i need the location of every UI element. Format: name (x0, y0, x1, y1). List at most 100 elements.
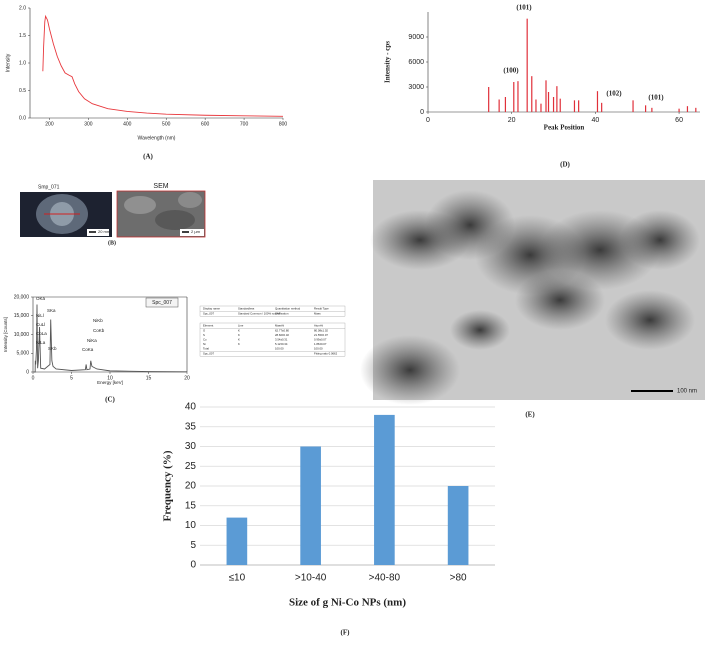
y-tick-label: 35 (185, 421, 197, 432)
x-tick-label: ≤10 (229, 573, 246, 584)
table-cell: Quantitation method (275, 307, 301, 311)
y-tick-label: 0 (26, 369, 29, 375)
tem-particle (605, 290, 695, 350)
eds-table: Display name Standardless Quantitation met… (199, 305, 346, 357)
table-cell: S (203, 333, 205, 337)
table-cell: 80.08±1.02 (314, 328, 328, 332)
panel-label: (F) (341, 629, 351, 637)
x-tick-label: >10-40 (295, 573, 327, 584)
y-tick-label: 25 (185, 461, 197, 472)
scale-label: 100 nm (677, 389, 697, 395)
peak (596, 91, 599, 112)
peak-annotation: (101) (648, 94, 664, 102)
table-cell: 28.60±0.32 (275, 333, 289, 337)
bar (300, 446, 321, 565)
x-tick-label: 800 (279, 121, 288, 127)
x-axis-label: Wavelength (nm) (138, 135, 176, 141)
annotation-box (145, 297, 179, 308)
peak-label: NiKa (87, 338, 97, 343)
table-frame (199, 305, 346, 317)
table-cell: Spc_007 (203, 351, 214, 355)
table-cell: 3.54±0.31 (275, 338, 288, 342)
peak-label: CoLa (36, 331, 47, 336)
panel-label: (B) (108, 239, 116, 246)
x-tick-label: 300 (84, 121, 93, 127)
scale-box (87, 229, 109, 236)
peak (547, 92, 550, 112)
bar (226, 517, 248, 565)
table-cell: Co (203, 338, 207, 342)
x-tick-label: 400 (123, 121, 132, 127)
sem-title: SEM (153, 183, 168, 190)
y-tick-label: 1.0 (19, 60, 26, 66)
peak (601, 102, 603, 112)
y-axis-label: Intensity (5, 53, 11, 72)
x-tick-label: 10 (107, 375, 113, 381)
peak-label: CoKb (93, 328, 105, 333)
data-line (33, 304, 188, 373)
peak (488, 87, 490, 112)
y-tick-label: 0.0 (19, 115, 26, 121)
panel-label: (E) (525, 411, 535, 419)
scale-box (180, 229, 204, 236)
peak (559, 98, 561, 112)
peak-label: CoKa (82, 347, 94, 352)
peak-annotation: (100) (503, 67, 519, 75)
table-cell: 0.99±0.07 (314, 338, 327, 342)
sem-texture (178, 192, 202, 208)
peak-label: NiLa (36, 340, 46, 345)
peak (498, 99, 500, 112)
peak (545, 80, 547, 112)
panel-label: (D) (560, 161, 570, 169)
y-tick-label: 15,000 (14, 313, 30, 319)
peak (535, 99, 537, 112)
tem-particle (360, 335, 460, 405)
table-cell: 62.77±0.80 (275, 328, 289, 332)
y-tick-label: 40 (185, 402, 197, 413)
peak (578, 100, 580, 112)
peak-label: NiLl (36, 313, 44, 318)
tem-particle (620, 210, 700, 270)
table-cell: ZAF (275, 311, 281, 315)
scale-label: 2 µm (191, 229, 201, 234)
table-cell: 5.12±0.34 (275, 342, 288, 346)
table-cell: Mass% (275, 324, 285, 328)
y-tick-label: 15 (185, 500, 197, 511)
x-tick-label: 200 (45, 121, 54, 127)
peak (540, 103, 542, 112)
photo-caption: Smp_071 (38, 184, 60, 190)
x-axis-label: Size of g Ni-Co NPs (nm) (289, 597, 406, 609)
peak-annotation: (101) (516, 4, 532, 12)
y-tick-label: 6000 (408, 59, 424, 66)
bar (447, 486, 469, 565)
table-cell: Standardless (238, 307, 255, 311)
tem-particle (450, 310, 510, 350)
table-cell: 100.00 (314, 347, 323, 351)
table-cell: Result Type (314, 307, 329, 311)
peak (513, 82, 515, 112)
y-tick-label: 3000 (408, 84, 424, 91)
panel-e: 100 nm (E) (360, 180, 705, 419)
y-tick-label: 30 (185, 441, 197, 452)
y-tick-label: 0 (420, 109, 424, 116)
table-cell: Element (203, 324, 213, 328)
x-tick-label: >40-80 (369, 573, 401, 584)
x-axis-label: Peak Position (544, 124, 585, 132)
panel-b: Smp_071 20 mm SEM 2 µm (B) (20, 183, 206, 246)
table-cell: 21.55±0.07 (314, 333, 328, 337)
peak-label: SKa (47, 308, 56, 313)
table-cell: Atom% (314, 324, 324, 328)
table-cell: Display name (203, 307, 220, 311)
peak (651, 107, 653, 112)
peak (504, 97, 507, 112)
y-tick-label: 10,000 (14, 332, 30, 338)
y-tick-label: 2.0 (19, 5, 26, 11)
x-axis-label: Energy [keV] (97, 380, 123, 385)
scale-label: 20 mm (98, 229, 111, 234)
sem-texture (155, 210, 195, 230)
table-cell: K (238, 328, 240, 332)
y-tick-label: 20,000 (14, 294, 30, 300)
peak (632, 100, 634, 112)
peak (531, 76, 533, 112)
